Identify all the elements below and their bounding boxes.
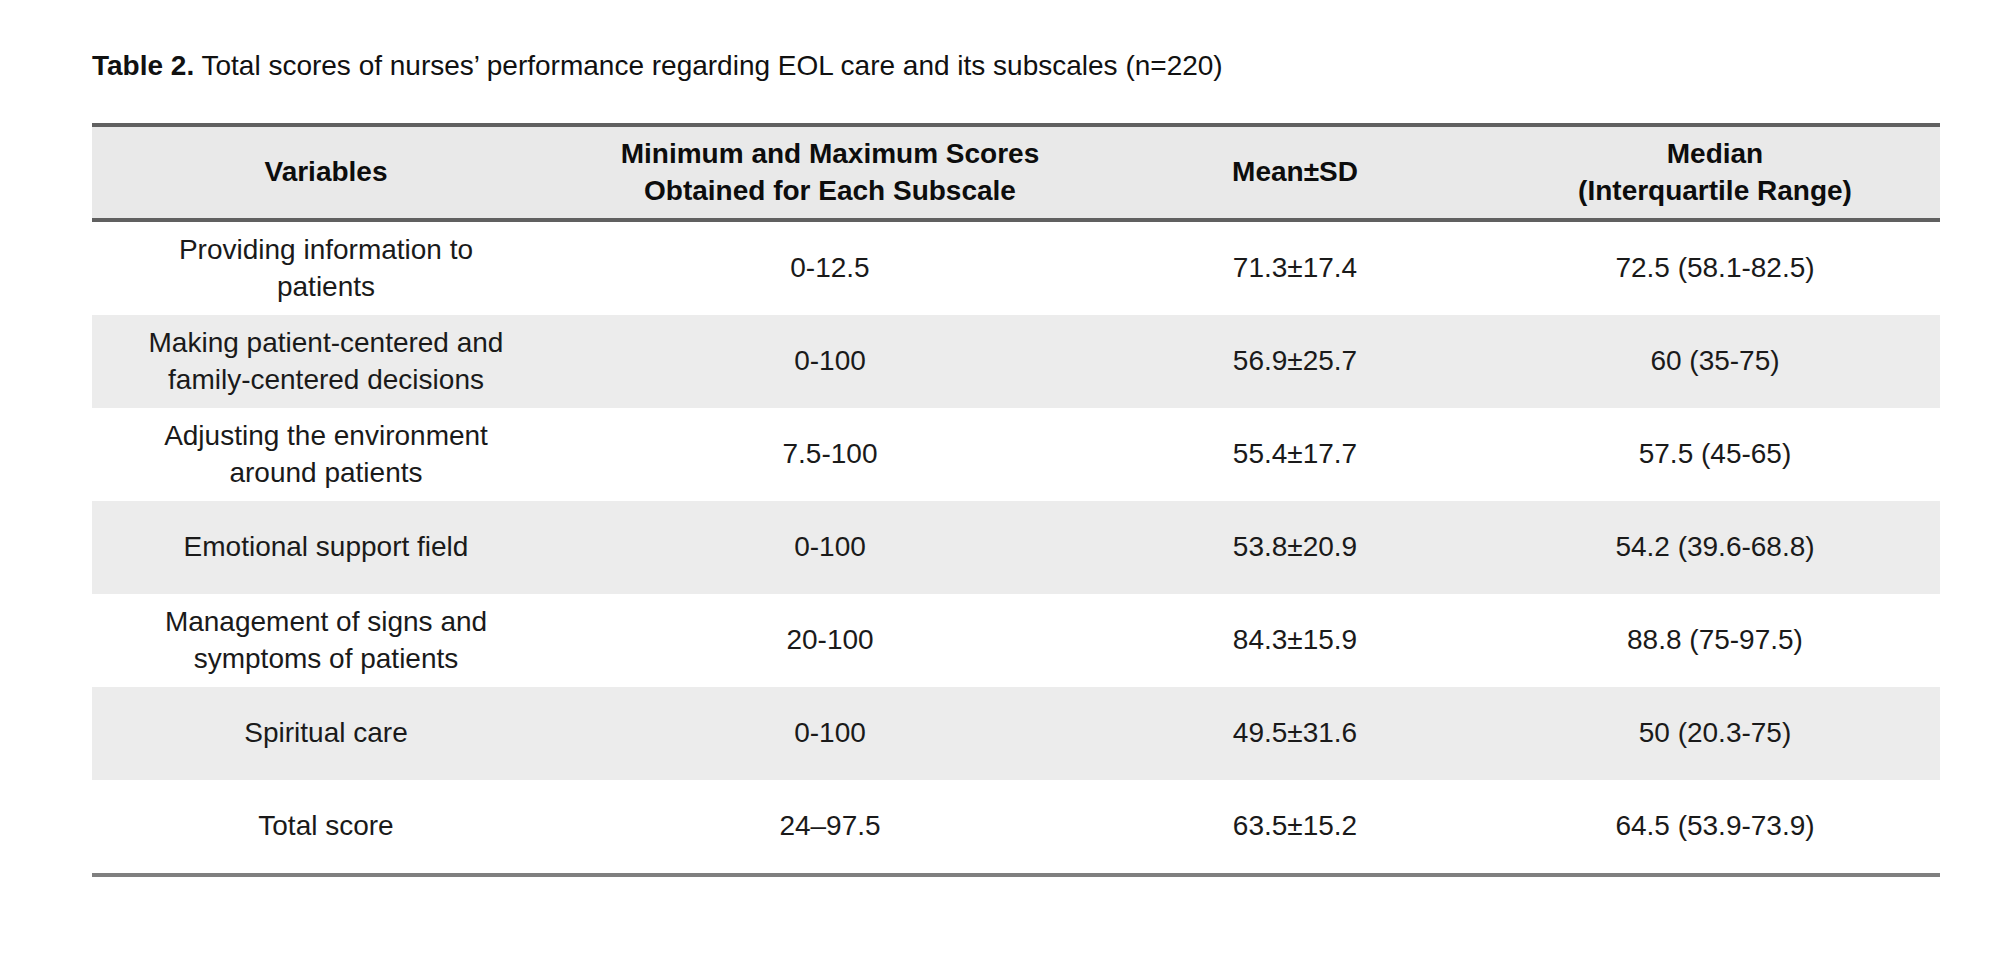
table-caption-text: Total scores of nurses’ performance rega…	[201, 50, 1222, 81]
paper-page: Table 2. Total scores of nurses’ perform…	[0, 0, 2000, 968]
cell-variable: Emotional support field	[92, 501, 560, 594]
cell-mean-sd: 55.4±17.7	[1100, 408, 1490, 501]
table-row: Spiritual care 0-100 49.5±31.6 50 (20.3-…	[92, 687, 1940, 780]
cell-mean-sd: 53.8±20.9	[1100, 501, 1490, 594]
results-table: Variables Minimum and Maximum Scores Obt…	[92, 123, 1940, 877]
table-row: Adjusting the environment around patient…	[92, 408, 1940, 501]
cell-median: 57.5 (45-65)	[1490, 408, 1940, 501]
cell-min-max: 24–97.5	[560, 780, 1100, 875]
col-header-min-max: Minimum and Maximum Scores Obtained for …	[560, 125, 1100, 220]
cell-median: 54.2 (39.6-68.8)	[1490, 501, 1940, 594]
table-row: Making patient-centered and family-cente…	[92, 315, 1940, 408]
cell-min-max: 0-100	[560, 687, 1100, 780]
cell-variable: Adjusting the environment around patient…	[92, 408, 560, 501]
cell-variable: Total score	[92, 780, 560, 875]
cell-min-max: 0-12.5	[560, 220, 1100, 315]
cell-min-max: 0-100	[560, 315, 1100, 408]
table-row: Total score 24–97.5 63.5±15.2 64.5 (53.9…	[92, 780, 1940, 875]
header-row: Variables Minimum and Maximum Scores Obt…	[92, 125, 1940, 220]
table-caption: Table 2. Total scores of nurses’ perform…	[92, 48, 1223, 83]
table-row: Emotional support field 0-100 53.8±20.9 …	[92, 501, 1940, 594]
cell-variable: Spiritual care	[92, 687, 560, 780]
table-row: Management of signs and symptoms of pati…	[92, 594, 1940, 687]
col-header-median: Median (Interquartile Range)	[1490, 125, 1940, 220]
table-header: Variables Minimum and Maximum Scores Obt…	[92, 125, 1940, 220]
cell-mean-sd: 63.5±15.2	[1100, 780, 1490, 875]
cell-min-max: 0-100	[560, 501, 1100, 594]
cell-median: 72.5 (58.1-82.5)	[1490, 220, 1940, 315]
cell-median: 64.5 (53.9-73.9)	[1490, 780, 1940, 875]
cell-mean-sd: 84.3±15.9	[1100, 594, 1490, 687]
col-header-variables: Variables	[92, 125, 560, 220]
cell-median: 50 (20.3-75)	[1490, 687, 1940, 780]
table-row: Providing information to patients 0-12.5…	[92, 220, 1940, 315]
cell-mean-sd: 56.9±25.7	[1100, 315, 1490, 408]
cell-variable: Making patient-centered and family-cente…	[92, 315, 560, 408]
cell-min-max: 7.5-100	[560, 408, 1100, 501]
cell-median: 88.8 (75-97.5)	[1490, 594, 1940, 687]
cell-mean-sd: 71.3±17.4	[1100, 220, 1490, 315]
cell-variable: Management of signs and symptoms of pati…	[92, 594, 560, 687]
cell-median: 60 (35-75)	[1490, 315, 1940, 408]
table-caption-label: Table 2.	[92, 50, 194, 81]
cell-min-max: 20-100	[560, 594, 1100, 687]
table-body: Providing information to patients 0-12.5…	[92, 220, 1940, 875]
cell-mean-sd: 49.5±31.6	[1100, 687, 1490, 780]
col-header-mean-sd: Mean±SD	[1100, 125, 1490, 220]
cell-variable: Providing information to patients	[92, 220, 560, 315]
